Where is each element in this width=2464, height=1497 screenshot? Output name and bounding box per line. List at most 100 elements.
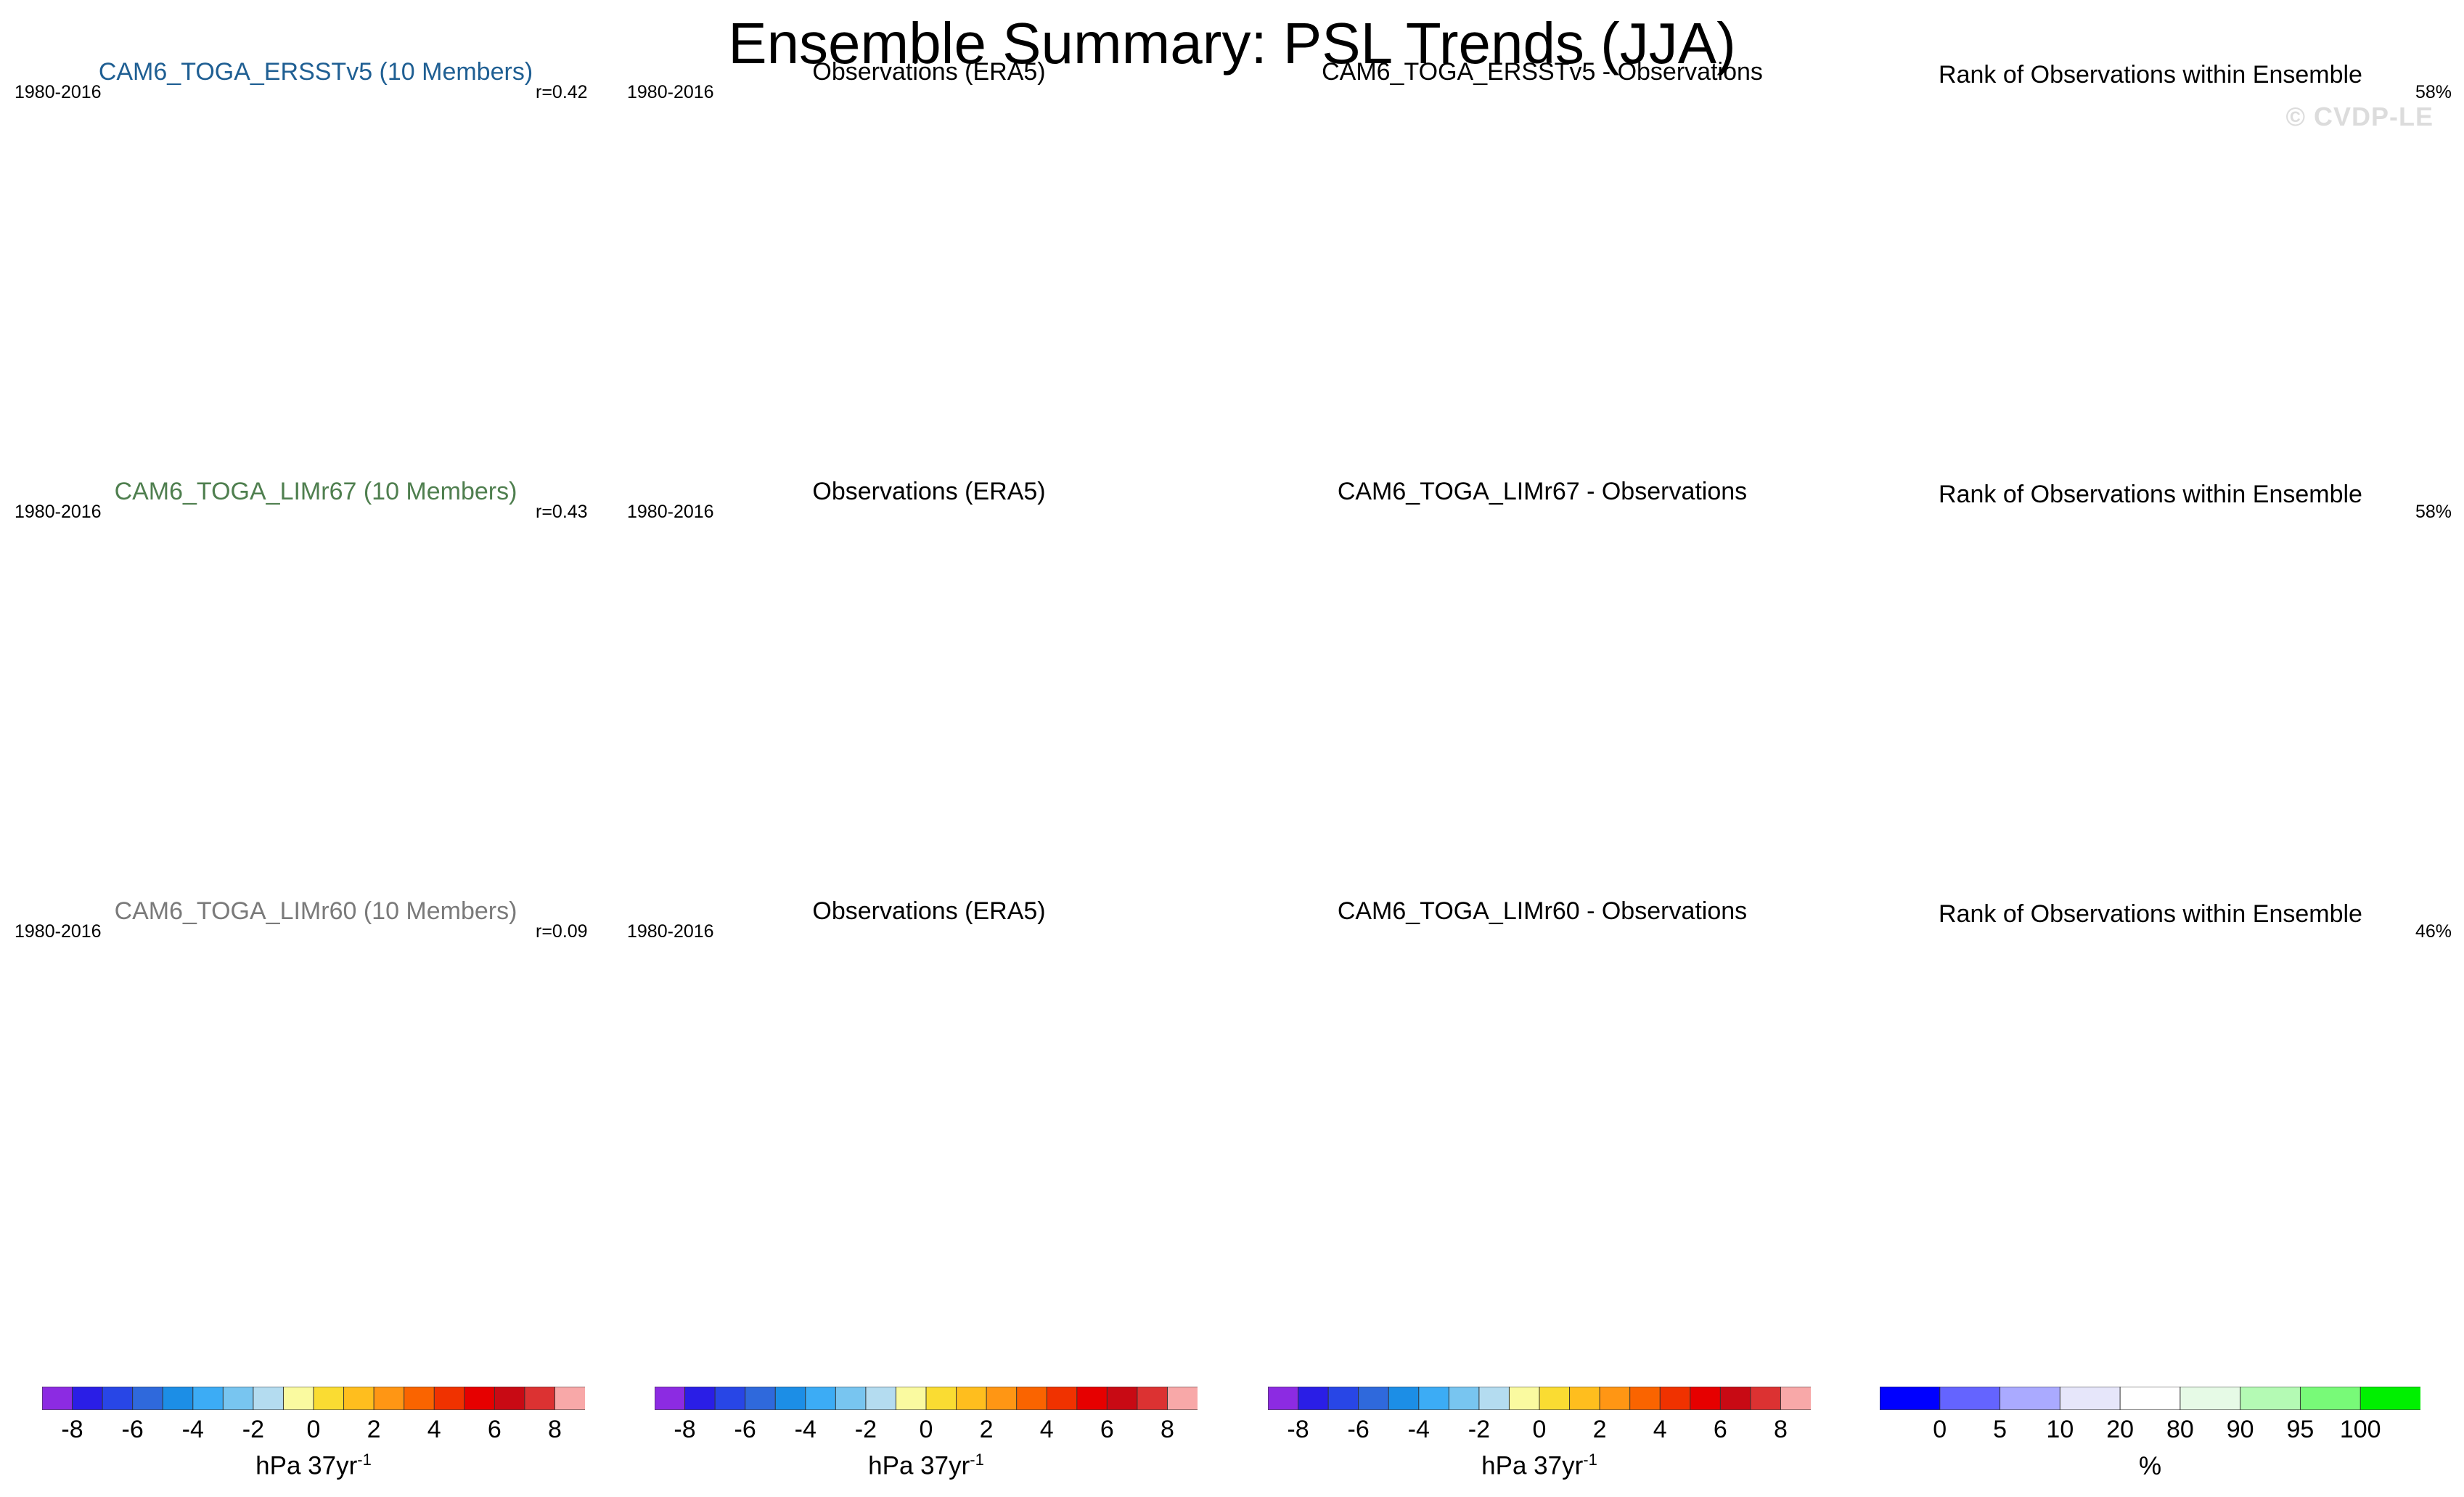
period-label: 1980-2016 bbox=[15, 921, 102, 942]
colorbar-swatch bbox=[313, 1387, 345, 1410]
colorbar-tick-label: 0 bbox=[1933, 1416, 1947, 1443]
colorbar-swatch bbox=[1880, 1387, 1941, 1410]
correlation-label: r=0.42 bbox=[536, 82, 588, 102]
colorbar-tick-label: -6 bbox=[1347, 1416, 1370, 1443]
colorbar-swatch bbox=[714, 1387, 746, 1410]
colorbar-units-base: hPa 37yr bbox=[1481, 1451, 1584, 1480]
colorbar-swatch bbox=[162, 1387, 194, 1410]
colorbar-units: hPa 37yr-1 bbox=[255, 1451, 372, 1481]
diff-panel-title: CAM6_TOGA_LIMr60 - Observations bbox=[1337, 897, 1748, 925]
colorbar-swatch bbox=[222, 1387, 254, 1410]
colorbar-swatch bbox=[1137, 1387, 1168, 1410]
colorbar-tick-label: -2 bbox=[1468, 1416, 1490, 1443]
colorbar-tick-label: 5 bbox=[1993, 1416, 2007, 1443]
colorbar-swatch bbox=[494, 1387, 525, 1410]
figure-title: Ensemble Summary: PSL Trends (JJA) bbox=[728, 11, 1736, 76]
colorbar-swatch bbox=[404, 1387, 435, 1410]
colorbar-swatch bbox=[1569, 1387, 1601, 1410]
trend-colorbar-2 bbox=[655, 1387, 1198, 1410]
colorbar-swatch bbox=[655, 1387, 686, 1410]
rank-colorbar bbox=[1880, 1387, 2420, 1410]
colorbar-swatch bbox=[192, 1387, 224, 1410]
colorbar-tick-label: -4 bbox=[1407, 1416, 1430, 1443]
colorbar-tick-label: 8 bbox=[1160, 1416, 1174, 1443]
colorbar-swatch bbox=[1690, 1387, 1722, 1410]
colorbar-swatch bbox=[373, 1387, 405, 1410]
colorbar-tick-label: -8 bbox=[674, 1416, 696, 1443]
colorbar-tick-label: -8 bbox=[1287, 1416, 1309, 1443]
colorbar-tick-label: 90 bbox=[2226, 1416, 2254, 1443]
colorbar-swatch bbox=[1448, 1387, 1480, 1410]
colorbar-swatch bbox=[102, 1387, 134, 1410]
colorbar-tick-label: 100 bbox=[2339, 1416, 2381, 1443]
colorbar-swatch bbox=[1327, 1387, 1359, 1410]
trend-colorbar-3 bbox=[1268, 1387, 1811, 1410]
colorbar-tick-label: 8 bbox=[1773, 1416, 1788, 1443]
obs-panel-title: Observations (ERA5) bbox=[812, 58, 1046, 86]
obs-panel-title: Observations (ERA5) bbox=[812, 478, 1046, 505]
rank-panel-title: Rank of Observations within Ensemble bbox=[1939, 481, 2362, 508]
colorbar-swatch bbox=[1166, 1387, 1198, 1410]
colorbar-swatch bbox=[1939, 1387, 2001, 1410]
colorbar-tick-label: 2 bbox=[367, 1416, 381, 1443]
colorbar-swatch bbox=[2179, 1387, 2241, 1410]
colorbar-swatch bbox=[464, 1387, 496, 1410]
rank-panel-title: Rank of Observations within Ensemble bbox=[1939, 61, 2362, 89]
colorbar-tick-label: 10 bbox=[2046, 1416, 2074, 1443]
colorbar-swatch bbox=[282, 1387, 315, 1410]
colorbar-swatch bbox=[524, 1387, 556, 1410]
colorbar-swatch bbox=[253, 1387, 285, 1410]
colorbar-tick-label: 2 bbox=[979, 1416, 994, 1443]
obs-panel-title: Observations (ERA5) bbox=[812, 897, 1046, 925]
colorbar-swatch bbox=[433, 1387, 465, 1410]
colorbar-tick-label: 6 bbox=[1713, 1416, 1727, 1443]
colorbar-swatch bbox=[1358, 1387, 1390, 1410]
colorbar-tick-label: 0 bbox=[1532, 1416, 1547, 1443]
colorbar-units-exponent: -1 bbox=[357, 1451, 372, 1469]
colorbar-swatch bbox=[895, 1387, 928, 1410]
period-label: 1980-2016 bbox=[15, 82, 102, 102]
rank-colorbar-units: % bbox=[2138, 1452, 2162, 1480]
colorbar-swatch bbox=[1750, 1387, 1782, 1410]
colorbar-tick-label: 0 bbox=[306, 1416, 321, 1443]
colorbar-tick-label: 2 bbox=[1592, 1416, 1607, 1443]
model-panel-title: CAM6_TOGA_LIMr60 (10 Members) bbox=[114, 897, 517, 925]
colorbar-swatch bbox=[2119, 1387, 2181, 1410]
rank-panel-title: Rank of Observations within Ensemble bbox=[1939, 900, 2362, 928]
model-panel-title: CAM6_TOGA_ERSSTv5 (10 Members) bbox=[98, 58, 533, 86]
obs-period-label: 1980-2016 bbox=[627, 82, 714, 102]
colorbar-tick-label: 4 bbox=[1039, 1416, 1054, 1443]
colorbar-swatch bbox=[1539, 1387, 1571, 1410]
colorbar-swatch bbox=[132, 1387, 164, 1410]
colorbar-swatch bbox=[745, 1387, 777, 1410]
colorbar-swatch bbox=[1076, 1387, 1108, 1410]
colorbar-swatch bbox=[1016, 1387, 1048, 1410]
colorbar-tick-label: 8 bbox=[547, 1416, 562, 1443]
colorbar-swatch bbox=[1106, 1387, 1138, 1410]
obs-period-label: 1980-2016 bbox=[627, 502, 714, 522]
colorbar-tick-label: -8 bbox=[61, 1416, 83, 1443]
colorbar-swatch bbox=[2299, 1387, 2362, 1410]
colorbar-swatch bbox=[956, 1387, 988, 1410]
colorbar-tick-label: 6 bbox=[487, 1416, 502, 1443]
period-label: 1980-2016 bbox=[15, 502, 102, 522]
colorbar-tick-label: 80 bbox=[2166, 1416, 2194, 1443]
colorbar-tick-label: 6 bbox=[1100, 1416, 1114, 1443]
colorbar-swatch bbox=[1508, 1387, 1541, 1410]
watermark: © CVDP-LE bbox=[2285, 102, 2434, 131]
colorbar-swatch bbox=[72, 1387, 104, 1410]
colorbar-swatch bbox=[42, 1387, 73, 1410]
colorbar-tick-label: 0 bbox=[919, 1416, 933, 1443]
colorbar-units-base: hPa 37yr bbox=[868, 1451, 970, 1480]
colorbar-swatch bbox=[554, 1387, 585, 1410]
correlation-label: r=0.43 bbox=[536, 502, 588, 522]
colorbar-swatch bbox=[2000, 1387, 2061, 1410]
colorbar-swatch bbox=[1418, 1387, 1450, 1410]
colorbar-units: hPa 37yr-1 bbox=[1481, 1451, 1597, 1481]
rank-percent-label: 46% bbox=[2415, 921, 2452, 942]
colorbar-swatch bbox=[865, 1387, 897, 1410]
diff-panel-title: CAM6_TOGA_LIMr67 - Observations bbox=[1337, 478, 1748, 505]
colorbar-swatch bbox=[2059, 1387, 2121, 1410]
colorbar-swatch bbox=[1298, 1387, 1330, 1410]
